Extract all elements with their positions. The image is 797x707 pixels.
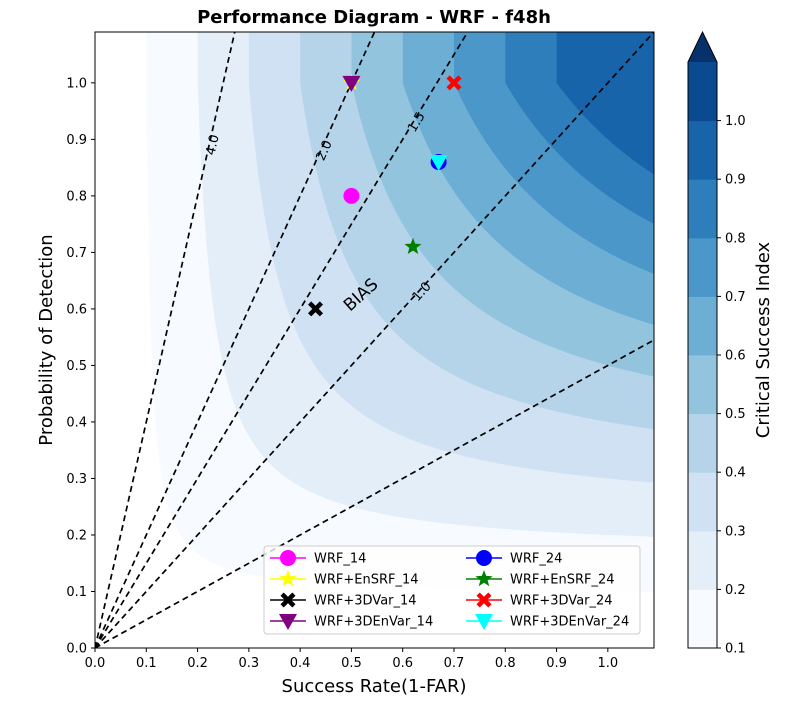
- x-tick-label: 0.9: [546, 656, 567, 671]
- legend-label: WRF+3DEnVar_14: [314, 615, 433, 630]
- colorbar-tick-label: 0.8: [725, 231, 746, 246]
- x-tick-label: 0.8: [495, 656, 516, 671]
- csi-contour-band: [556, 32, 654, 175]
- x-tick-label: 0.0: [85, 656, 106, 671]
- legend-label: WRF+EnSRF_14: [314, 573, 419, 588]
- marker-wrf-3denvar-24: [429, 154, 448, 171]
- legend-marker: [475, 614, 493, 630]
- y-tick-label: 0.8: [66, 189, 87, 204]
- x-tick-label: 0.7: [444, 656, 465, 671]
- y-tick-label: 0.1: [66, 585, 87, 600]
- colorbar-segment: [688, 472, 717, 532]
- colorbar-outline: [687, 30, 718, 649]
- colorbar-segment: [688, 355, 717, 415]
- marker-wrf-3dvar-14: [308, 301, 324, 317]
- colorbar-segment: [688, 179, 717, 239]
- x-tick-label: 0.3: [239, 656, 260, 671]
- legend-marker: [279, 570, 297, 587]
- colorbar-tick-label: 0.4: [725, 466, 746, 481]
- colorbar-segment: [688, 296, 717, 356]
- y-axis-ticks: 0.0 0.1 0.2 0.3 0.4 0.5 0.6 0.7 0.8 0.9 1.0: [66, 76, 95, 657]
- chart-title: Performance Diagram - WRF - f48h: [197, 7, 551, 28]
- x-tick-label: 0.2: [187, 656, 208, 671]
- colorbar-tick-label: 0.2: [725, 583, 746, 598]
- marker-wrf-14: [343, 187, 360, 204]
- bias-line: [95, 32, 236, 648]
- x-tick-label: 0.6: [392, 656, 413, 671]
- y-tick-label: 1.0: [66, 76, 87, 91]
- y-tick-label: 0.5: [66, 359, 87, 374]
- colorbar-tick-label: 0.1: [725, 642, 746, 657]
- legend-marker: [476, 550, 492, 566]
- colorbar-segment: [688, 62, 717, 122]
- colorbar-tick-label: 0.6: [725, 349, 746, 364]
- x-tick-label: 0.5: [341, 656, 362, 671]
- x-tick-label: 0.1: [136, 656, 157, 671]
- marker-wrf-ensrf-24: [404, 237, 422, 254]
- x-tick-label: 1.0: [598, 656, 619, 671]
- y-tick-label: 0.0: [66, 642, 87, 657]
- colorbar-tick-label: 0.7: [725, 290, 746, 305]
- x-axis-label: Success Rate(1-FAR): [282, 676, 467, 697]
- legend-marker: [280, 550, 296, 566]
- bias-line: [95, 32, 654, 648]
- colorbar-tick-label: 0.5: [725, 407, 746, 422]
- colorbar-segment: [688, 589, 717, 649]
- legend-label: WRF+3DVar_14: [314, 594, 417, 609]
- x-axis-ticks: 0.0 0.1 0.2 0.3 0.4 0.5 0.6 0.7 0.8 0.9 1.0: [85, 648, 619, 671]
- x-tick-label: 0.4: [290, 656, 311, 671]
- legend-label: WRF+3DEnVar_24: [510, 615, 629, 630]
- legend-marker: [475, 570, 493, 587]
- colorbar-segment: [688, 530, 717, 590]
- y-tick-label: 0.9: [66, 133, 87, 148]
- y-tick-label: 0.6: [66, 302, 87, 317]
- legend-marker: [280, 592, 296, 608]
- y-tick-label: 0.2: [66, 528, 87, 543]
- bias-line-label: 4.0: [203, 133, 222, 156]
- legend-label: WRF+3DVar_24: [510, 594, 613, 609]
- bias-lines: [95, 32, 654, 648]
- data-markers: [308, 73, 462, 317]
- legend: WRF_14 WRF+EnSRF_14 WRF+3DVar_14 WRF+3DEnVa…: [263, 545, 641, 635]
- legend-box: [263, 545, 641, 635]
- legend-label: WRF+EnSRF_24: [510, 573, 615, 588]
- y-tick-label: 0.3: [66, 472, 87, 487]
- plot-frame: [94, 31, 655, 649]
- colorbar-extend-triangle: [688, 32, 717, 62]
- colorbar-segment: [688, 120, 717, 180]
- y-axis-label: Probability of Detection: [36, 234, 57, 445]
- legend-label: WRF_14: [314, 552, 366, 567]
- legend-label: WRF_24: [510, 552, 562, 567]
- colorbar-segment: [688, 413, 717, 473]
- marker-wrf-3denvar-14: [342, 75, 361, 92]
- colorbar-tick-label: 0.3: [725, 524, 746, 539]
- legend-marker: [476, 592, 492, 608]
- bias-line: [95, 339, 654, 648]
- y-tick-label: 0.7: [66, 246, 87, 261]
- colorbar-tick-label: 1.0: [725, 114, 746, 129]
- legend-marker: [279, 614, 297, 630]
- colorbar: 0.1 0.2 0.3 0.4 0.5 0.6 0.7 0.8 0.9 1.0: [687, 30, 746, 657]
- colorbar-segment: [688, 237, 717, 297]
- colorbar-tick-label: 0.9: [725, 173, 746, 188]
- marker-wrf-3dvar-24: [446, 75, 462, 91]
- y-tick-label: 0.4: [66, 415, 87, 430]
- colorbar-label: Critical Success Index: [753, 241, 774, 438]
